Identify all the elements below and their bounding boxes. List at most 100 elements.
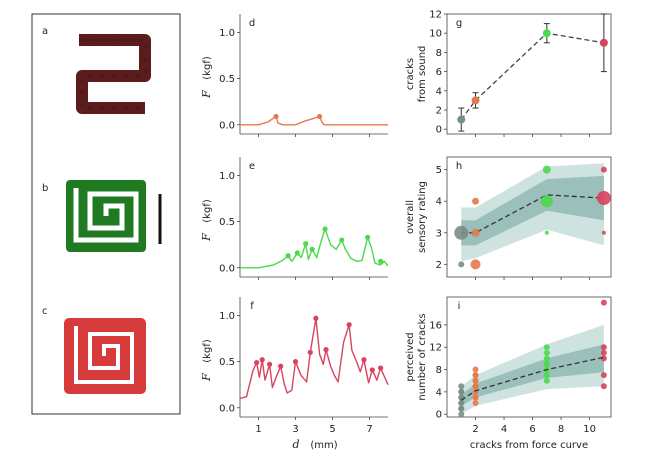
data-point (543, 372, 550, 379)
data-point (458, 383, 465, 390)
force-curve-line (240, 115, 388, 126)
data-point (542, 29, 551, 38)
plot-frame (446, 156, 612, 278)
peak-marker (267, 361, 273, 367)
confidence-band-inner (461, 175, 604, 246)
peak-marker (294, 250, 300, 256)
y-tick-label: 8 (436, 48, 442, 59)
force-chart-f: 0.0 0.5 1.0 1 3 5 7 f F (kgf) d (mm) (200, 297, 389, 451)
peak-marker (323, 347, 329, 353)
y-tick-label: 0.5 (219, 74, 235, 85)
y-tick-label: 8 (436, 365, 442, 376)
data-point (457, 115, 466, 124)
data-point (472, 394, 479, 401)
sample-a-strip (76, 34, 151, 114)
y-tick-label: 0 (436, 125, 442, 136)
peak-marker (322, 226, 328, 232)
y-label-line: perceived (405, 332, 416, 381)
data-point (600, 355, 607, 362)
peak-marker (346, 322, 352, 328)
panel-label: e (249, 161, 255, 172)
data-point (543, 377, 550, 384)
data-point (472, 383, 479, 390)
y-label-line: number of cracks (417, 313, 428, 400)
y-tick-label: 12 (429, 343, 442, 354)
y-tick-label: 0.0 (219, 263, 235, 274)
data-point (471, 228, 480, 237)
data-point (458, 388, 465, 395)
y-label-line: from sound (417, 46, 428, 103)
image-panel-frame (31, 13, 181, 415)
x-tick-label: 2 (472, 424, 478, 435)
data-point (540, 195, 553, 208)
y-tick-label: 0 (436, 410, 442, 421)
data-point (596, 191, 611, 206)
x-tick-label: 7 (366, 424, 372, 435)
y-tick-label: 3 (436, 228, 442, 239)
y-label-unit: (kgf) (202, 339, 213, 363)
data-point (472, 377, 479, 384)
panel-label: i (458, 301, 461, 312)
y-tick-label: 0.0 (219, 403, 235, 414)
x-tick-label: 3 (292, 424, 298, 435)
y-tick-label: 10 (429, 29, 442, 40)
x-tick-label: 8 (558, 424, 564, 435)
trend-line (461, 194, 604, 234)
peak-marker (369, 367, 375, 373)
y-label-unit: (kgf) (202, 56, 213, 80)
peak-marker (309, 246, 315, 252)
data-point (600, 299, 607, 306)
x-label-var: d (292, 438, 299, 451)
peak-marker (365, 234, 371, 240)
y-label-line: sensory rating (417, 181, 428, 253)
x-tick-label: 10 (583, 424, 596, 435)
data-point (454, 225, 469, 240)
panel-label: d (249, 18, 255, 29)
data-point (458, 411, 465, 418)
y-label-var: F (200, 373, 213, 382)
y-tick-label: 6 (436, 67, 442, 78)
peak-marker (285, 253, 291, 259)
panel-label: b (42, 183, 48, 194)
peak-marker (254, 359, 260, 366)
peak-marker (361, 357, 367, 363)
y-tick-label: 2 (436, 260, 442, 271)
data-point (543, 344, 550, 351)
data-point (472, 400, 479, 407)
sample-b-spiral (73, 188, 139, 243)
data-point (600, 344, 607, 351)
sample-a-texture (79, 39, 146, 109)
y-tick-label: 0.5 (219, 217, 235, 228)
peak-marker (259, 357, 265, 363)
y-tick-label: 0.0 (219, 120, 235, 131)
peak-marker (339, 237, 345, 243)
y-tick-label: 2 (436, 106, 442, 117)
data-point (600, 349, 607, 356)
data-point (600, 383, 607, 390)
panel-label: g (456, 18, 462, 29)
x-label-unit: (mm) (310, 440, 337, 451)
x-tick-label: 4 (501, 424, 507, 435)
data-point (542, 165, 551, 174)
summary-chart-g: 0 2 4 6 8 10 12 cracks from sound g (405, 10, 612, 137)
peak-marker (316, 113, 323, 120)
data-point (543, 355, 550, 362)
peak-marker (273, 113, 279, 120)
data-point (600, 372, 607, 379)
summary-chart-h: 2 3 4 5 overall sensory rating h (405, 156, 612, 280)
x-tick-label: 1 (255, 424, 261, 435)
x-tick-label: 6 (529, 424, 535, 435)
x-axis-label: cracks from force curve (470, 440, 588, 451)
y-label-line: cracks (405, 58, 416, 90)
data-point (543, 349, 550, 356)
y-label-line: overall (405, 200, 416, 234)
y-tick-label: 4 (436, 387, 442, 398)
data-point (471, 96, 480, 105)
y-tick-label: 4 (436, 86, 442, 97)
data-point (470, 259, 481, 270)
x-tick-label: 5 (329, 424, 335, 435)
confidence-band-inner (461, 344, 604, 406)
y-tick-label: 16 (429, 320, 442, 331)
sample-c-spiral (74, 326, 134, 384)
